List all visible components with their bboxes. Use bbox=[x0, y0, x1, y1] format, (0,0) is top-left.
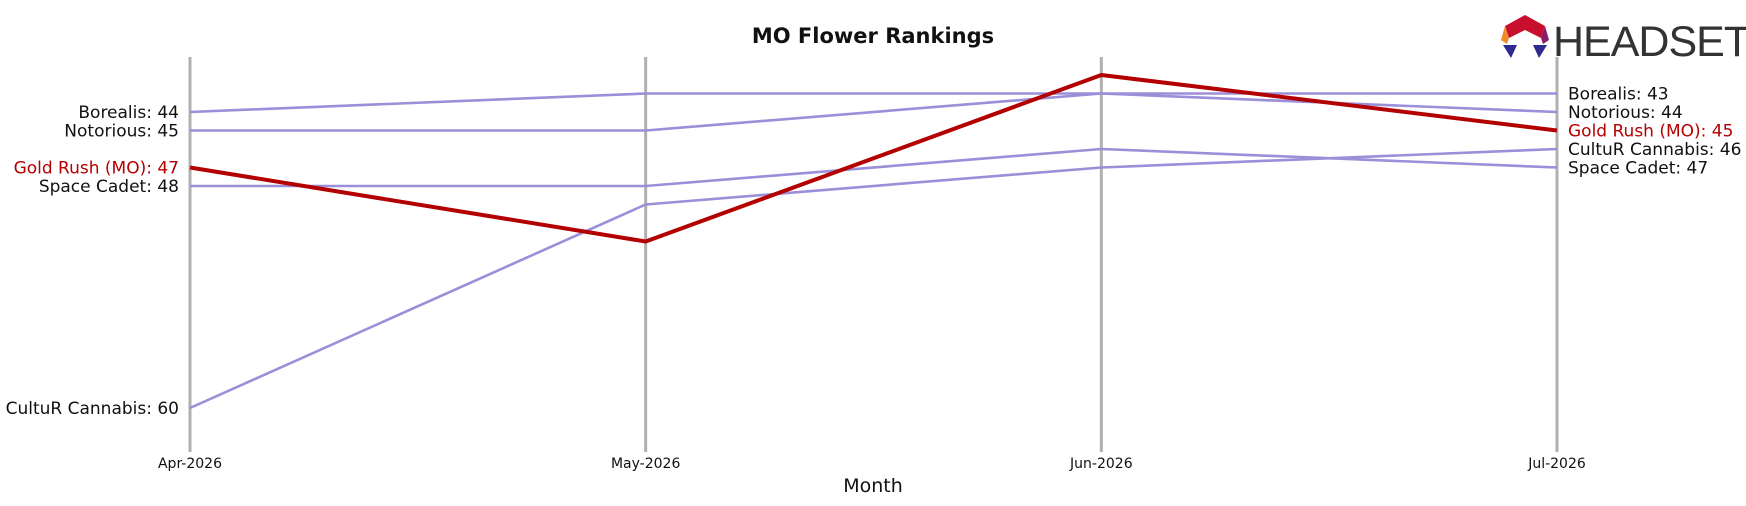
end-rank-label: Gold Rush (MO): 45 bbox=[1568, 122, 1733, 142]
series-line bbox=[189, 73, 1558, 244]
series-line bbox=[190, 147, 1558, 188]
x-tick-label: Jul-2026 bbox=[1527, 456, 1586, 472]
start-rank-label: Gold Rush (MO): 47 bbox=[14, 159, 179, 179]
headset-logo-text: HEADSET bbox=[1553, 18, 1746, 66]
start-rank-label: CultuR Cannabis: 60 bbox=[6, 399, 179, 419]
month-gridlines bbox=[188, 57, 1559, 452]
end-rank-label: CultuR Cannabis: 46 bbox=[1568, 140, 1741, 160]
x-tick-label: Jun-2026 bbox=[1069, 456, 1133, 472]
start-rank-label: Borealis: 44 bbox=[78, 103, 179, 123]
x-tick-label: Apr-2026 bbox=[158, 456, 222, 472]
headset-logo-icon bbox=[1501, 15, 1549, 58]
series-line bbox=[190, 92, 1558, 132]
start-rank-label: Space Cadet: 48 bbox=[39, 177, 179, 197]
x-tick-label: May-2026 bbox=[611, 456, 680, 472]
headset-logo: HEADSET bbox=[1501, 15, 1746, 66]
end-rank-label: Notorious: 44 bbox=[1568, 103, 1683, 123]
series-line bbox=[189, 147, 1558, 410]
series-lines bbox=[189, 73, 1558, 410]
x-axis-label: Month bbox=[843, 475, 903, 497]
chart-title: MO Flower Rankings bbox=[752, 24, 994, 48]
series-line bbox=[189, 92, 1557, 114]
start-rank-label: Notorious: 45 bbox=[64, 122, 179, 142]
end-rank-label: Borealis: 43 bbox=[1568, 85, 1669, 105]
x-tick-labels: Apr-2026 May-2026 Jun-2026 Jul-2026 bbox=[158, 456, 1586, 472]
end-rank-label: Space Cadet: 47 bbox=[1568, 159, 1708, 179]
